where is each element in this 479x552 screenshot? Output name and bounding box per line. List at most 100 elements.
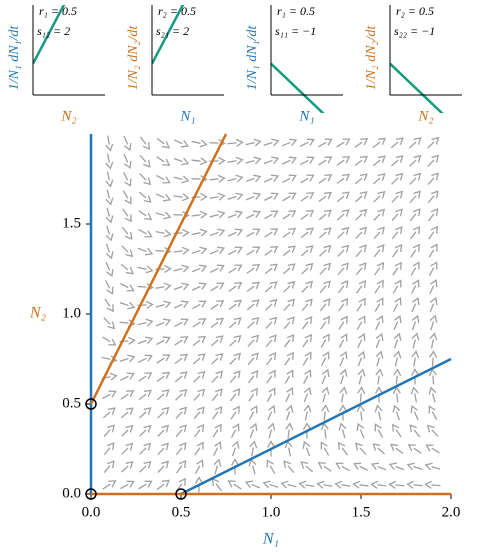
arrow [407, 444, 422, 454]
y-tick-label: 1.5 [62, 215, 81, 231]
arrow [393, 314, 402, 331]
arrow [156, 389, 170, 401]
x-axis-label: N₁ [298, 108, 314, 124]
arrow [282, 210, 297, 220]
arrow [264, 210, 279, 220]
arrow [157, 442, 169, 455]
arrow [155, 193, 172, 202]
arrow [281, 138, 298, 147]
arrow [249, 440, 258, 457]
arrow [105, 225, 114, 242]
arrow [102, 407, 116, 419]
arrow [427, 136, 440, 149]
arrow [334, 480, 351, 489]
arrow [318, 174, 333, 184]
arrow [264, 192, 279, 201]
arrow [427, 190, 439, 204]
arrow [137, 247, 154, 256]
arrow [408, 137, 422, 149]
arrow [336, 173, 351, 185]
arrow [320, 441, 330, 456]
arrow [428, 386, 437, 403]
arrow [302, 351, 312, 366]
arrow [266, 387, 276, 402]
arrow [105, 171, 114, 188]
arrow [138, 389, 152, 401]
arrow [209, 192, 226, 201]
arrow [300, 245, 314, 257]
arrow [321, 404, 330, 421]
arrow [210, 317, 225, 329]
arrow [318, 156, 333, 166]
arrow [156, 354, 171, 364]
arrow [372, 443, 386, 455]
arrow [174, 336, 189, 346]
arrow [356, 422, 365, 439]
arrow [393, 332, 402, 349]
arrow [139, 424, 152, 437]
arrow [103, 442, 115, 456]
arrow [103, 424, 115, 438]
x-tick-label: 2.0 [442, 504, 461, 520]
arrow [388, 462, 405, 471]
arrow [300, 192, 315, 202]
arrow [156, 137, 170, 149]
arrow [105, 261, 114, 278]
arrow [173, 300, 190, 309]
arrow [266, 459, 276, 474]
arrow [298, 480, 315, 489]
arrow [355, 244, 367, 258]
arrow [320, 333, 330, 348]
arrow [121, 442, 134, 455]
arrow [138, 191, 152, 203]
arrow [228, 246, 243, 256]
arrow [337, 262, 349, 276]
arrow [194, 459, 204, 474]
x-tick-label: 1.0 [262, 504, 281, 520]
arrow [339, 368, 348, 385]
arrow [211, 352, 224, 365]
arrow [209, 210, 226, 219]
arrow [300, 156, 315, 166]
arrow [227, 210, 244, 219]
arrow [409, 172, 422, 185]
arrow [210, 300, 225, 310]
arrow [410, 404, 419, 421]
arrow [337, 441, 348, 456]
arrow [265, 316, 278, 329]
x-tick-label: 0.5 [172, 504, 191, 520]
arrow [356, 279, 367, 294]
annotation: s₂₁ = 2 [156, 24, 189, 38]
arrow [390, 443, 404, 455]
arrow [213, 441, 222, 456]
arrow [285, 422, 294, 439]
arrow [283, 316, 295, 330]
arrow [174, 353, 189, 365]
arrow [247, 369, 259, 384]
arrow [375, 368, 384, 385]
trend-line [152, 5, 185, 65]
arrow [155, 282, 172, 291]
arrow [138, 480, 153, 490]
arrow [428, 405, 438, 420]
arrow [105, 189, 114, 206]
arrow [429, 296, 438, 313]
arrow [354, 191, 368, 203]
arrow [139, 442, 152, 455]
arrow [230, 405, 240, 420]
arrow [210, 335, 224, 347]
arrow [246, 299, 260, 311]
arrow [318, 138, 333, 148]
arrow [120, 407, 134, 419]
arrow [231, 440, 240, 457]
arrow [155, 318, 172, 327]
arrow [192, 300, 207, 310]
arrow [247, 316, 260, 329]
arrow [393, 350, 402, 367]
arrow [209, 246, 226, 255]
arrow [193, 424, 205, 438]
arrow [266, 369, 276, 384]
arrow [357, 333, 366, 349]
y-tick-label: 0.5 [62, 395, 81, 411]
arrow [391, 190, 404, 203]
